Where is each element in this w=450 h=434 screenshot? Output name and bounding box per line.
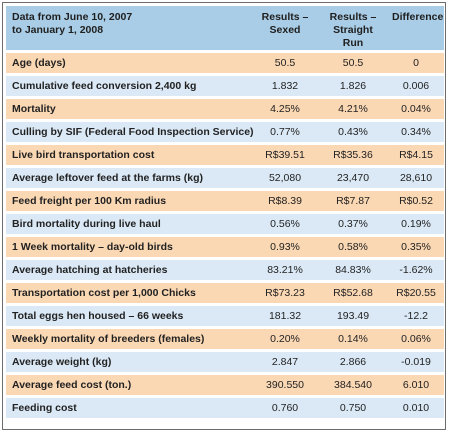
cell-difference: R$20.55 — [388, 283, 444, 303]
table-row: Feeding cost 0.760 0.750 0.010 — [6, 398, 444, 418]
header-straight-run: Results – Straight Run — [318, 6, 388, 50]
results-table: Data from June 10, 2007 to January 1, 20… — [6, 3, 444, 421]
cell-sexed: 390.550 — [252, 375, 318, 395]
cell-difference: -0.019 — [388, 352, 444, 372]
table-row: Cumulative feed conversion 2,400 kg 1.832… — [6, 76, 444, 96]
cell-sexed: 4.25% — [252, 99, 318, 119]
cell-sexed: R$39.51 — [252, 145, 318, 165]
table-row: Average feed cost (ton.) 390.550 384.540 6.… — [6, 375, 444, 395]
row-label: Average leftover feed at the farms (kg) — [6, 168, 252, 188]
cell-straight: 2.866 — [318, 352, 388, 372]
table-row: Average leftover feed at the farms (kg) 5… — [6, 168, 444, 188]
cell-sexed: R$73.23 — [252, 283, 318, 303]
header-sexed-line2: Sexed — [269, 24, 301, 36]
table-row: 1 Week mortality – day-old birds 0.93% 0.5… — [6, 237, 444, 257]
table-row: Average hatching at hatcheries 83.21% 84.8… — [6, 260, 444, 280]
row-label: Weekly mortality of breeders (females) — [6, 329, 252, 349]
cell-straight: 0.43% — [318, 122, 388, 142]
cell-difference: R$4.15 — [388, 145, 444, 165]
table-header: Data from June 10, 2007 to January 1, 20… — [6, 6, 444, 50]
row-label: Feeding cost — [6, 398, 252, 418]
cell-difference: 0.34% — [388, 122, 444, 142]
cell-sexed: 52,080 — [252, 168, 318, 188]
cell-straight: R$7.87 — [318, 191, 388, 211]
cell-straight: 84.83% — [318, 260, 388, 280]
header-straight-line2: Straight Run — [333, 24, 373, 49]
table-row: Mortality 4.25% 4.21% 0.04% — [6, 99, 444, 119]
cell-difference: 6.010 — [388, 375, 444, 395]
header-sexed-line1: Results – — [261, 11, 309, 23]
cell-difference: 0.010 — [388, 398, 444, 418]
row-label: 1 Week mortality – day-old birds — [6, 237, 252, 257]
cell-sexed: 50.5 — [252, 53, 318, 73]
table-row: Age (days) 50.5 50.5 0 — [6, 53, 444, 73]
cell-difference: 28,610 — [388, 168, 444, 188]
row-label: Cumulative feed conversion 2,400 kg — [6, 76, 252, 96]
cell-difference: 0.006 — [388, 76, 444, 96]
table-row: Feed freight per 100 Km radius R$8.39 R$7.… — [6, 191, 444, 211]
table-row: Culling by SIF (Federal Food Inspection … — [6, 122, 444, 142]
table-row: Weekly mortality of breeders (females) 0.… — [6, 329, 444, 349]
header-title-line2: to January 1, 2008 — [12, 24, 104, 36]
cell-sexed: 83.21% — [252, 260, 318, 280]
cell-sexed: 0.760 — [252, 398, 318, 418]
header-straight-line1: Results – — [329, 11, 377, 23]
cell-difference: -1.62% — [388, 260, 444, 280]
row-label: Mortality — [6, 99, 252, 119]
cell-straight: 0.58% — [318, 237, 388, 257]
cell-sexed: 2.847 — [252, 352, 318, 372]
table-row: Transportation cost per 1,000 Chicks R$73… — [6, 283, 444, 303]
table-row: Live bird transportation cost R$39.51 R$35… — [6, 145, 444, 165]
cell-straight: 50.5 — [318, 53, 388, 73]
cell-straight: 384.540 — [318, 375, 388, 395]
table-row: Bird mortality during live haul 0.56% 0.37… — [6, 214, 444, 234]
header-sexed: Results – Sexed — [252, 6, 318, 50]
header-difference: Difference — [388, 6, 444, 50]
cell-sexed: 1.832 — [252, 76, 318, 96]
cell-difference: 0.04% — [388, 99, 444, 119]
table-body: Age (days) 50.5 50.5 0 Cumulative feed conv… — [6, 53, 444, 418]
row-label: Age (days) — [6, 53, 252, 73]
cell-straight: 1.826 — [318, 76, 388, 96]
cell-sexed: 181.32 — [252, 306, 318, 326]
row-label: Average feed cost (ton.) — [6, 375, 252, 395]
cell-straight: 23,470 — [318, 168, 388, 188]
row-label: Total eggs hen housed – 66 weeks — [6, 306, 252, 326]
row-label: Transportation cost per 1,000 Chicks — [6, 283, 252, 303]
row-label: Feed freight per 100 Km radius — [6, 191, 252, 211]
cell-difference: 0 — [388, 53, 444, 73]
cell-difference: 0.19% — [388, 214, 444, 234]
cell-straight: 193.49 — [318, 306, 388, 326]
cell-straight: 0.750 — [318, 398, 388, 418]
row-label: Culling by SIF (Federal Food Inspection … — [6, 122, 254, 142]
row-label: Bird mortality during live haul — [6, 214, 252, 234]
cell-straight: R$35.36 — [318, 145, 388, 165]
cell-difference: 0.06% — [388, 329, 444, 349]
cell-difference: -12.2 — [388, 306, 444, 326]
cell-sexed: 0.93% — [252, 237, 318, 257]
cell-straight: R$52.68 — [318, 283, 388, 303]
cell-difference: R$0.52 — [388, 191, 444, 211]
header-difference-label: Difference — [392, 11, 444, 23]
cell-sexed: R$8.39 — [252, 191, 318, 211]
row-label: Average weight (kg) — [6, 352, 252, 372]
results-table-frame: Data from June 10, 2007 to January 1, 20… — [2, 2, 446, 430]
cell-sexed: 0.56% — [252, 214, 318, 234]
cell-straight: 4.21% — [318, 99, 388, 119]
cell-straight: 0.14% — [318, 329, 388, 349]
table-row: Total eggs hen housed – 66 weeks 181.32 19… — [6, 306, 444, 326]
cell-sexed: 0.20% — [252, 329, 318, 349]
cell-sexed: 0.77% — [252, 122, 318, 142]
cell-straight: 0.37% — [318, 214, 388, 234]
table-row: Average weight (kg) 2.847 2.866 -0.019 — [6, 352, 444, 372]
row-label: Average hatching at hatcheries — [6, 260, 252, 280]
row-label: Live bird transportation cost — [6, 145, 252, 165]
header-title-line1: Data from June 10, 2007 — [12, 11, 133, 23]
header-title: Data from June 10, 2007 to January 1, 20… — [6, 6, 252, 50]
cell-difference: 0.35% — [388, 237, 444, 257]
